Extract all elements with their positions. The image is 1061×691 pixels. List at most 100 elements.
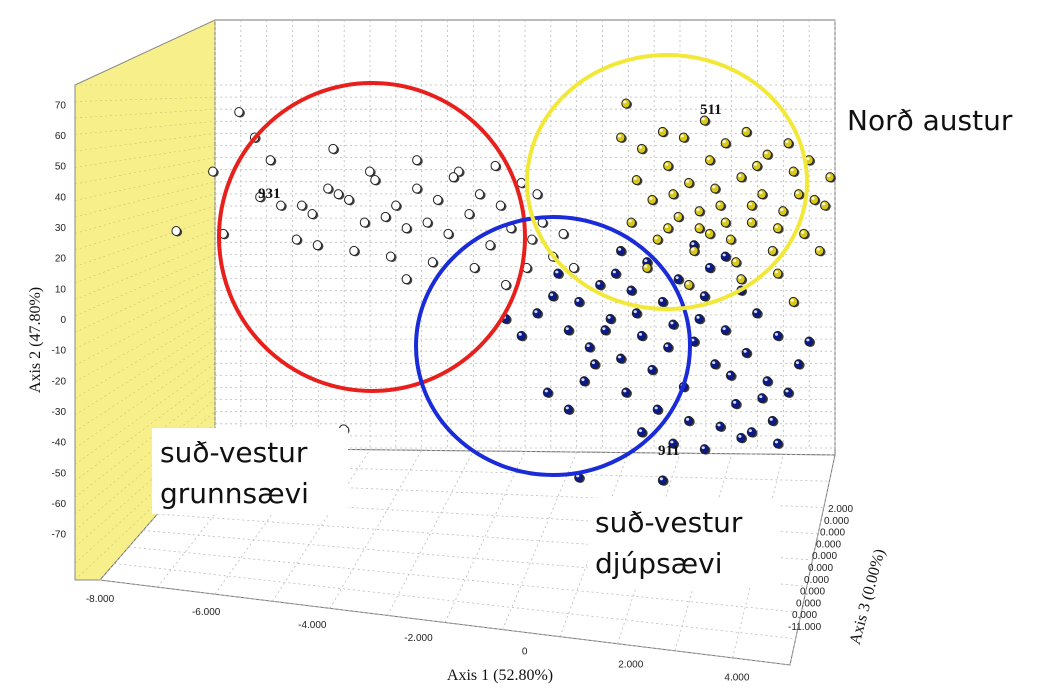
left-wall-gridline (74, 121, 216, 135)
region-label-grunn-line2: grunnsævi (160, 477, 309, 510)
data-point-511 (820, 200, 831, 211)
y-tick-label: -30 (52, 407, 67, 418)
z-tick-label: 0.000 (820, 528, 845, 539)
data-point-911 (595, 279, 606, 291)
left-wall-gridline (74, 145, 216, 168)
x-axis-ticks: -8.000 -6.000 -4.000 -2.000 0 2.000 4.000 (86, 594, 750, 683)
data-point-911 (610, 268, 622, 279)
x-tick-label: 2.000 (618, 659, 643, 670)
y-tick-label: -40 (52, 438, 67, 449)
data-point-511 (684, 177, 695, 189)
floor-gridline-depth (789, 454, 836, 666)
data-point-911 (736, 432, 748, 444)
data-point-511 (704, 228, 716, 240)
data-point-511 (767, 245, 779, 257)
data-point-911 (752, 308, 763, 319)
data-point-911 (589, 359, 601, 370)
left-wall-gridline (74, 435, 216, 564)
data-point-911 (542, 387, 554, 398)
x-tick-label: -8.000 (86, 594, 115, 605)
y-tick-label: 20 (55, 254, 67, 265)
z-tick-label: 0.000 (792, 610, 817, 621)
circle-511-yellow (525, 53, 809, 311)
data-point-511 (636, 143, 648, 155)
data-point-931 (171, 226, 183, 237)
data-point-511 (631, 175, 643, 186)
data-point-931 (464, 209, 476, 220)
data-point-911 (548, 291, 559, 302)
cluster-label-911: 911 (658, 443, 680, 459)
data-point-511 (746, 217, 758, 228)
data-point-931 (474, 189, 486, 200)
region-label-djup-line2: djúpsævi (595, 547, 723, 580)
data-point-511 (762, 149, 774, 160)
data-point-911 (673, 274, 685, 285)
left-wall-gridline (74, 157, 216, 185)
y-tick-label: 30 (55, 223, 67, 234)
y-tick-label: -70 (52, 530, 67, 541)
data-point-511 (814, 245, 826, 257)
data-point-911 (741, 347, 753, 359)
y-tick-label: 40 (55, 192, 67, 203)
data-point-931 (422, 217, 434, 228)
data-point-511 (647, 194, 659, 206)
floor-gridline-depth (329, 450, 423, 609)
z-tick-label: 0.000 (812, 551, 837, 562)
data-point-511 (736, 172, 748, 183)
data-point-911 (762, 376, 774, 387)
data-point-511 (694, 223, 706, 234)
data-point-931 (401, 223, 413, 234)
data-point-511 (626, 217, 638, 228)
data-point-911 (694, 313, 706, 325)
x-tick-label: -4.000 (298, 620, 327, 631)
left-wall-gridline (74, 96, 216, 102)
data-point-931 (218, 228, 230, 240)
data-point-931 (312, 240, 324, 251)
data-point-911 (636, 427, 648, 438)
data-point-931 (364, 166, 376, 177)
left-wall-gridline (74, 290, 216, 366)
data-point-931 (291, 234, 303, 245)
data-point-511 (783, 138, 795, 149)
data-point-911 (657, 296, 669, 308)
data-point-931 (328, 143, 340, 155)
cluster-circles (217, 53, 809, 477)
data-point-911 (647, 364, 659, 376)
data-point-911 (684, 415, 695, 427)
floor-gridline-depth (444, 451, 526, 623)
data-point-911 (563, 325, 575, 336)
data-point-511 (689, 245, 700, 257)
floor-gridline-depth (272, 449, 371, 602)
data-point-511 (752, 160, 763, 172)
data-point-511 (788, 166, 800, 177)
left-wall-gridline (74, 254, 216, 317)
data-point-511 (720, 217, 732, 228)
data-point-911 (710, 359, 721, 370)
gridlines (74, 20, 836, 666)
data-point-911 (793, 359, 805, 370)
data-point-511 (825, 172, 836, 183)
data-point-911 (563, 404, 575, 415)
data-point-911 (804, 336, 816, 347)
data-point-911 (600, 325, 612, 336)
data-point-911 (715, 421, 727, 432)
data-point-911 (657, 475, 669, 486)
data-point-911 (720, 251, 732, 262)
y-tick-label: 70 (55, 100, 67, 111)
y-tick-label: 50 (55, 162, 67, 173)
x-tick-label: 4.000 (724, 672, 749, 683)
data-point-931 (427, 257, 439, 268)
data-point-911 (725, 370, 737, 381)
data-point-931 (370, 175, 381, 186)
data-point-931 (333, 189, 345, 200)
data-point-511 (741, 126, 753, 138)
data-point-911 (631, 308, 643, 319)
x-tick-label: 0 (522, 646, 528, 657)
region-label-grunn-bg (152, 428, 348, 514)
data-point-931 (208, 166, 219, 177)
left-wall-gridline (74, 399, 216, 515)
data-point-511 (731, 257, 742, 268)
y-tick-label: -50 (52, 468, 67, 479)
floor-gridline-depth (387, 450, 474, 616)
